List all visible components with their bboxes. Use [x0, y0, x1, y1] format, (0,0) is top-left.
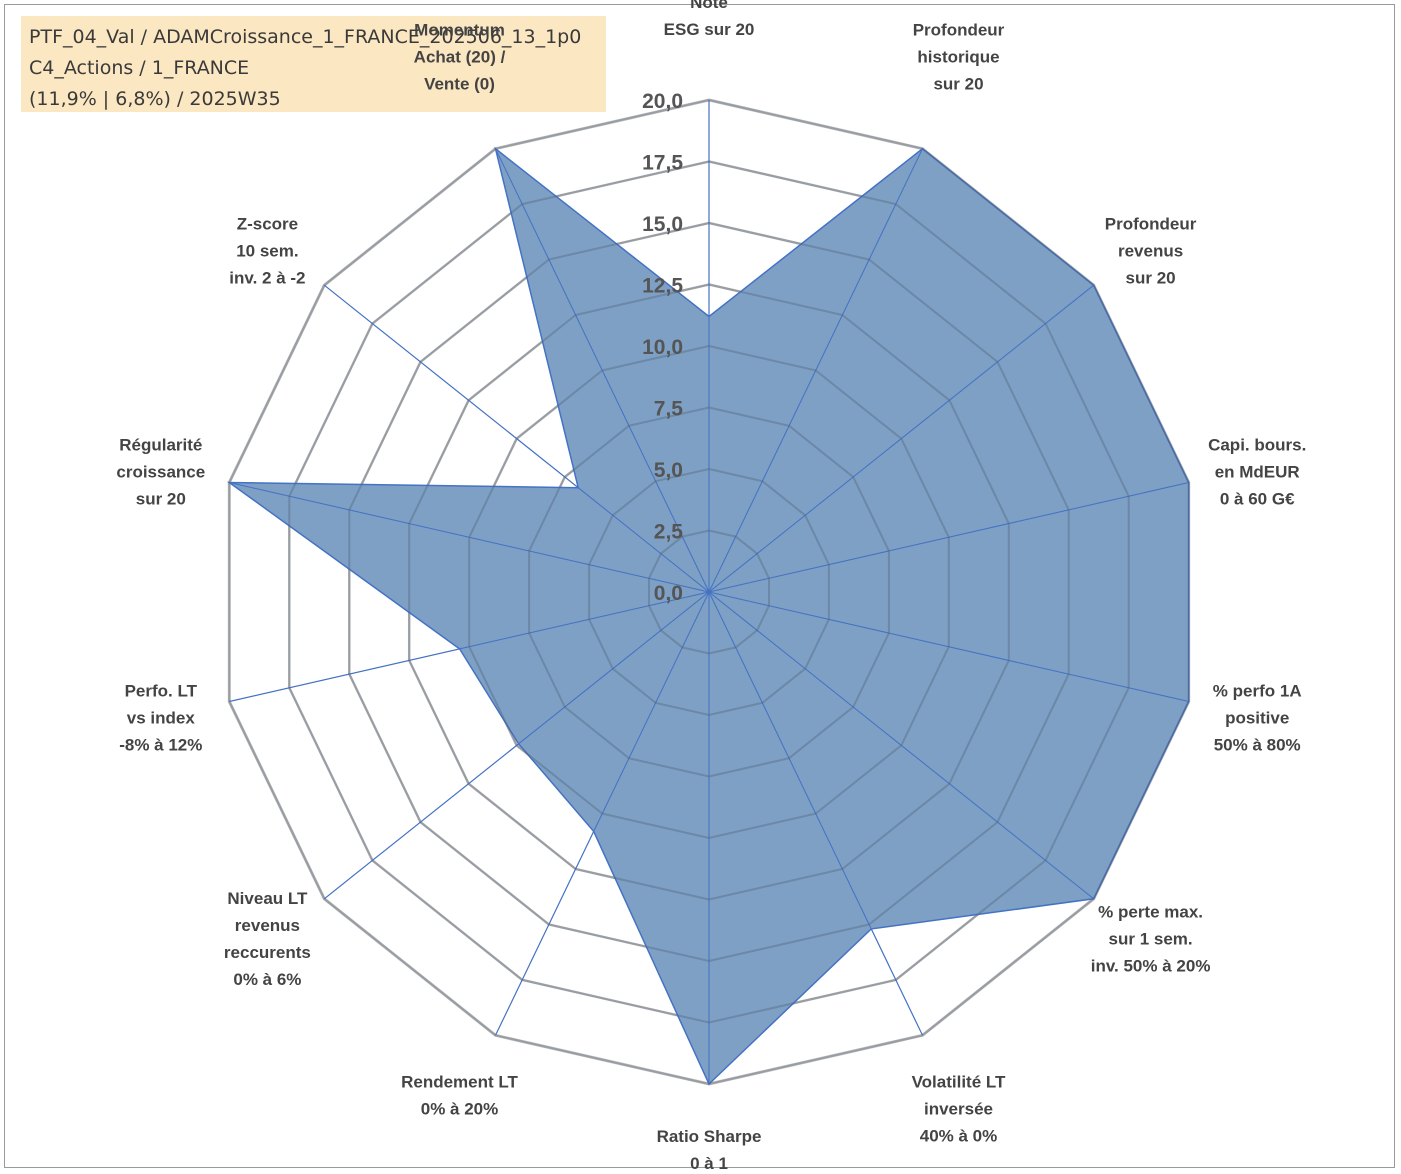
axis-label-line: Note: [690, 0, 728, 12]
axis-label-13: Momentum Achat (20) / Vente (0): [414, 21, 506, 94]
axis-labels: Note ESG sur 20 Profondeur historique sur 20…: [116, 0, 1306, 1173]
spoke-overlay-6: [708, 591, 872, 930]
axis-label-line: Achat (20) /: [414, 48, 506, 67]
grid-ring-overlay-5: [408, 283, 1010, 901]
axis-label-line: Perfo. LT: [125, 681, 198, 700]
tick-label: 5,0: [654, 459, 683, 482]
axis-label-line: Profondeur: [1105, 214, 1197, 233]
grid-ring-overlay-2: [588, 467, 830, 717]
axis-label-line: Niveau LT: [227, 889, 308, 908]
radar-series: [226, 98, 1190, 1086]
spoke-overlay-10: [459, 591, 710, 650]
spoke-overlay-4: [708, 591, 1189, 702]
axis-label-line: sur 20: [933, 75, 983, 94]
axis-label-line: 0 à 1: [690, 1154, 728, 1173]
tick-label: 12,5: [642, 275, 683, 298]
axis-label-line: 0 à 60 G€: [1220, 490, 1295, 509]
axis-label-line: inv. 50% à 20%: [1091, 957, 1211, 976]
tick-label: 15,0: [642, 213, 683, 236]
spoke-overlay-1: [708, 148, 923, 593]
spoke-overlay-8: [593, 591, 710, 832]
axis-label-line: Régularité: [119, 436, 202, 455]
axis-label-line: 10 sem.: [236, 241, 298, 260]
grid-ring-overlay-1: [648, 529, 770, 655]
spoke-overlay-2: [708, 284, 1095, 593]
axis-label-line: Momentum: [414, 21, 505, 40]
spoke-overlay-5: [708, 591, 1095, 900]
axis-label-line: Volatilité LT: [912, 1072, 1006, 1091]
axis-label-line: croissance: [116, 463, 205, 482]
axis-label-3: Capi. bours. en MdEUR 0 à 60 G€: [1208, 436, 1306, 509]
grid-ring-overlay-6: [348, 221, 1070, 963]
axis-label-10: Perfo. LT vs index -8% à 12%: [119, 681, 202, 754]
performance-week: (11,9% | 6,8%) / 2025W35: [29, 88, 281, 110]
axis-label-line: sur 20: [1126, 268, 1176, 287]
grid-ring-overlay-3: [528, 406, 890, 778]
portfolio-name: PTF_04_Val / ADAMCroissance_1_FRANCE_202…: [29, 26, 582, 48]
axis-label-line: vs index: [127, 708, 196, 727]
axis-label-0: Note ESG sur 20: [664, 0, 755, 39]
axis-label-line: sur 1 sem.: [1109, 930, 1193, 949]
axis-label-2: Profondeur revenus sur 20: [1105, 214, 1197, 287]
asset-class: C4_Actions / 1_FRANCE: [29, 57, 250, 79]
axis-label-line: Vente (0): [424, 75, 495, 94]
axis-label-4: % perfo 1A positive 50% à 80%: [1213, 681, 1302, 754]
axis-label-9: Niveau LT revenus reccurents 0% à 6%: [224, 889, 311, 989]
axis-label-line: Z-score: [237, 214, 298, 233]
axis-label-line: Ratio Sharpe: [657, 1127, 762, 1146]
axis-label-7: Ratio Sharpe 0 à 1: [657, 1127, 762, 1173]
axis-label-1: Profondeur historique sur 20: [913, 21, 1005, 94]
axis-label-line: en MdEUR: [1215, 463, 1300, 482]
axis-label-6: Volatilité LT inversée 40% à 0%: [912, 1072, 1006, 1145]
spoke-overlay-12: [577, 487, 710, 593]
axis-label-line: historique: [917, 48, 999, 67]
tick-label: 7,5: [654, 398, 684, 421]
axis-label-line: sur 20: [136, 490, 186, 509]
axis-label-line: ESG sur 20: [664, 20, 755, 39]
axis-label-line: 40% à 0%: [920, 1126, 998, 1145]
axis-label-5: % perte max. sur 1 sem. inv. 50% à 20%: [1091, 903, 1211, 976]
spoke-overlay-11: [229, 482, 710, 593]
grid-ring-overlay-8: [228, 98, 1190, 1086]
tick-label: 10,0: [642, 336, 683, 359]
tick-label: 0,0: [654, 582, 683, 605]
axis-label-8: Rendement LT 0% à 20%: [401, 1072, 518, 1118]
radial-tick-labels: 0,0 2,5 5,0 7,5 10,0 12,5 15,0 17,5 20,0: [642, 90, 683, 605]
axis-label-line: revenus: [1118, 241, 1183, 260]
portfolio-info-box: PTF_04_Val / ADAMCroissance_1_FRANCE_202…: [21, 16, 606, 112]
grid-ring-overlay-4: [468, 344, 950, 840]
axis-label-line: reccurents: [224, 943, 311, 962]
axis-label-line: Rendement LT: [401, 1072, 518, 1091]
axis-label-line: Profondeur: [913, 21, 1005, 40]
tick-label: 17,5: [642, 152, 683, 175]
tick-label: 2,5: [654, 521, 684, 544]
axis-label-line: -8% à 12%: [119, 735, 202, 754]
axis-label-12: Z-score 10 sem. inv. 2 à -2: [229, 214, 305, 287]
axis-label-line: 0% à 6%: [233, 970, 301, 989]
axis-label-line: revenus: [235, 916, 300, 935]
axis-label-line: inv. 2 à -2: [229, 268, 305, 287]
grid-ring-overlay-7: [288, 160, 1130, 1024]
axis-label-line: 0% à 20%: [421, 1099, 499, 1118]
tick-label: 20,0: [642, 90, 683, 113]
spoke-overlay-3: [708, 482, 1189, 593]
axis-label-line: inversée: [924, 1099, 993, 1118]
axis-label-11: Régularité croissance sur 20: [116, 436, 205, 509]
spoke-overlay-9: [518, 591, 710, 745]
axis-label-line: % perfo 1A: [1213, 681, 1302, 700]
spoke-overlay-13: [495, 148, 710, 593]
axis-label-line: 50% à 80%: [1214, 735, 1301, 754]
axis-label-line: positive: [1225, 708, 1289, 727]
axis-label-line: % perte max.: [1098, 903, 1203, 922]
axis-label-line: Capi. bours.: [1208, 436, 1306, 455]
